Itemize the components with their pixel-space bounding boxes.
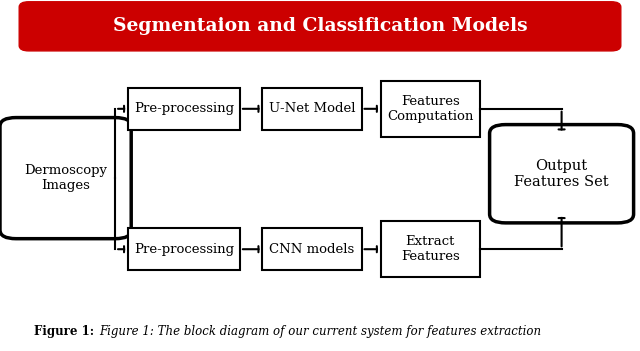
- FancyBboxPatch shape: [381, 221, 480, 277]
- FancyBboxPatch shape: [128, 88, 240, 130]
- Text: Segmentaion and Classification Models: Segmentaion and Classification Models: [113, 17, 527, 35]
- Text: Figure 1:: Figure 1:: [34, 325, 94, 338]
- FancyBboxPatch shape: [490, 125, 634, 223]
- Text: Pre-processing: Pre-processing: [134, 243, 234, 256]
- FancyBboxPatch shape: [128, 228, 240, 270]
- FancyBboxPatch shape: [0, 118, 131, 239]
- Text: Output
Features Set: Output Features Set: [515, 159, 609, 189]
- Text: U-Net Model: U-Net Model: [269, 102, 355, 115]
- Text: Features
Computation: Features Computation: [387, 95, 474, 123]
- Text: Dermoscopy
Images: Dermoscopy Images: [24, 164, 107, 192]
- FancyBboxPatch shape: [262, 228, 362, 270]
- FancyBboxPatch shape: [381, 81, 480, 137]
- Text: Pre-processing: Pre-processing: [134, 102, 234, 115]
- Text: Figure 1: The block diagram of our current system for features extraction: Figure 1: The block diagram of our curre…: [99, 325, 541, 338]
- Text: CNN models: CNN models: [269, 243, 355, 256]
- FancyBboxPatch shape: [19, 2, 621, 51]
- Text: Extract
Features: Extract Features: [401, 235, 460, 263]
- FancyBboxPatch shape: [262, 88, 362, 130]
